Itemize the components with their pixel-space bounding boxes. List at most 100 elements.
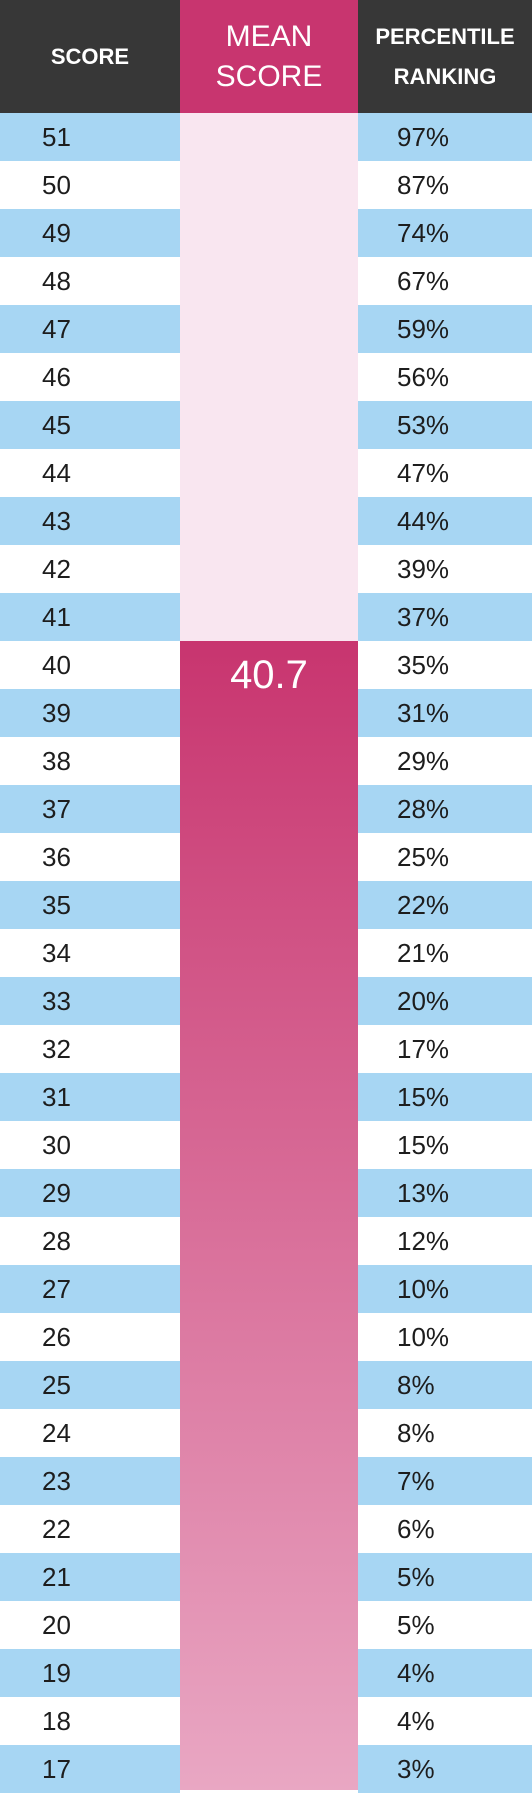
mean-score-bar [180, 641, 358, 1790]
percentile-cell: 17% [397, 1034, 450, 1064]
score-cell: 34 [42, 938, 71, 968]
score-cell: 46 [42, 362, 71, 392]
score-cell: 40 [42, 650, 71, 680]
row-band-score [0, 1361, 180, 1409]
row-band-score [0, 1553, 180, 1601]
row-band-percentile [358, 113, 532, 161]
percentile-cell: 28% [397, 794, 450, 824]
percentile-cell: 35% [397, 650, 450, 680]
row-band-score [0, 593, 180, 641]
score-cell: 39 [42, 698, 71, 728]
mean-header-line1: MEAN [225, 19, 313, 53]
row-band-score [0, 113, 180, 161]
score-cell: 21 [42, 1562, 71, 1592]
row-band-percentile [358, 1745, 532, 1793]
row-band-score [0, 1457, 180, 1505]
row-band-percentile [358, 305, 532, 353]
percentile-cell: 15% [397, 1130, 450, 1160]
percentile-cell: 53% [397, 410, 450, 440]
row-band-score [0, 689, 180, 737]
score-cell: 42 [42, 554, 71, 584]
score-cell: 25 [42, 1370, 71, 1400]
score-cell: 38 [42, 746, 71, 776]
percentile-cell: 29% [397, 746, 450, 776]
percentile-cell: 5% [397, 1562, 435, 1592]
percentile-cell: 47% [397, 458, 450, 488]
percentile-cell: 6% [397, 1514, 435, 1544]
score-cell: 23 [42, 1466, 71, 1496]
score-cell: 43 [42, 506, 71, 536]
percentile-cell: 4% [397, 1658, 435, 1688]
row-band-score [0, 1649, 180, 1697]
score-cell: 41 [42, 602, 71, 632]
mean-header-line2: SCORE [215, 59, 323, 93]
row-band-percentile [358, 1073, 532, 1121]
score-cell: 45 [42, 410, 71, 440]
row-band-score [0, 209, 180, 257]
score-cell: 44 [42, 458, 71, 488]
row-band-score [0, 1073, 180, 1121]
score-cell: 22 [42, 1514, 71, 1544]
score-cell: 33 [42, 986, 71, 1016]
score-cell: 29 [42, 1178, 71, 1208]
row-band-score [0, 497, 180, 545]
score-cell: 17 [42, 1754, 71, 1784]
percentile-cell: 3% [397, 1754, 435, 1784]
score-cell: 50 [42, 170, 71, 200]
percentile-cell: 37% [397, 602, 450, 632]
score-cell: 18 [42, 1706, 71, 1736]
percentile-cell: 22% [397, 890, 450, 920]
score-cell: 31 [42, 1082, 71, 1112]
percentile-header-line1: PERCENTILE [375, 23, 515, 49]
row-band-percentile [358, 689, 532, 737]
score-cell: 20 [42, 1610, 71, 1640]
percentile-cell: 21% [397, 938, 450, 968]
percentile-cell: 12% [397, 1226, 450, 1256]
score-cell: 35 [42, 890, 71, 920]
score-cell: 48 [42, 266, 71, 296]
row-band-percentile [358, 1265, 532, 1313]
score-cell: 51 [42, 122, 71, 152]
row-band-percentile [358, 1361, 532, 1409]
percentile-cell: 13% [397, 1178, 450, 1208]
score-cell: 26 [42, 1322, 71, 1352]
percentile-cell: 87% [397, 170, 450, 200]
row-band-score [0, 1169, 180, 1217]
percentile-cell: 8% [397, 1418, 435, 1448]
row-band-percentile [358, 977, 532, 1025]
score-cell: 28 [42, 1226, 71, 1256]
percentile-header-line2: RANKING [393, 63, 497, 89]
score-cell: 19 [42, 1658, 71, 1688]
score-cell: 27 [42, 1274, 71, 1304]
score-column-header: SCORE [0, 0, 180, 113]
percentile-cell: 8% [397, 1370, 435, 1400]
row-band-percentile [358, 785, 532, 833]
percentile-cell: 31% [397, 698, 450, 728]
percentile-column-header: PERCENTILE RANKING [358, 0, 532, 113]
score-cell: 36 [42, 842, 71, 872]
row-band-percentile [358, 881, 532, 929]
row-band-percentile [358, 401, 532, 449]
row-band-score [0, 977, 180, 1025]
percentile-cell: 67% [397, 266, 450, 296]
score-cell: 30 [42, 1130, 71, 1160]
percentile-cell: 15% [397, 1082, 450, 1112]
percentile-cell: 97% [397, 122, 450, 152]
row-band-percentile [358, 1457, 532, 1505]
score-header-label: SCORE [50, 43, 130, 69]
row-band-score [0, 881, 180, 929]
percentile-cell: 39% [397, 554, 450, 584]
score-cell: 32 [42, 1034, 71, 1064]
row-band-percentile [358, 497, 532, 545]
percentile-cell: 25% [397, 842, 450, 872]
percentile-cell: 59% [397, 314, 450, 344]
percentile-cell: 74% [397, 218, 450, 248]
row-band-percentile [358, 593, 532, 641]
row-band-score [0, 1745, 180, 1793]
percentile-cell: 7% [397, 1466, 435, 1496]
percentile-cell: 5% [397, 1610, 435, 1640]
row-band-score [0, 401, 180, 449]
row-band-score [0, 1265, 180, 1313]
row-band-percentile [358, 1649, 532, 1697]
